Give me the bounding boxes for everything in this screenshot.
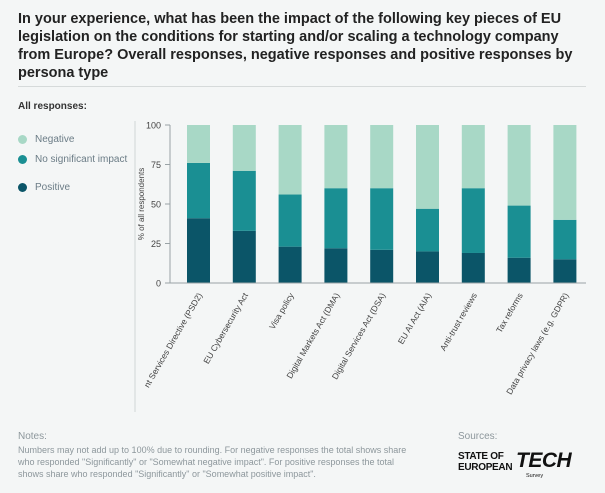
bar-positive-digital-markets-act-dma — [324, 248, 348, 283]
bar-no-significant-impact-nt-services-directive-psd2 — [187, 162, 210, 219]
bar-negative-nt-services-directive-psd2 — [187, 125, 210, 163]
y-axis-label: % of all respondents — [137, 168, 146, 241]
x-tick-label: Tax reforms — [494, 291, 525, 334]
bar-negative-data-privacy-laws-e-g-gdpr — [553, 125, 577, 220]
sources-title: Sources: — [458, 431, 498, 442]
logo-line1: STATE OF — [458, 451, 504, 462]
x-tick-label: Digital Services Act (DSA) — [330, 291, 388, 381]
y-tick-label: 75 — [151, 160, 161, 170]
legend-swatch-negative — [18, 135, 27, 144]
logo-tech: TECH — [516, 449, 572, 472]
logo-survey: Survey — [526, 473, 544, 479]
bar-no-significant-impact-eu-cybersecurity-act — [232, 170, 256, 231]
bar-no-significant-impact-digital-markets-act-dma — [324, 188, 348, 249]
x-tick-label: Digital Markets Act (DMA) — [284, 291, 341, 380]
bar-negative-digital-services-act-dsa — [370, 125, 394, 189]
y-tick-label: 50 — [151, 200, 161, 210]
notes-title: Notes: — [18, 431, 47, 442]
legend-label-positive: Positive — [35, 182, 71, 193]
bar-positive-anti-trust-reviews — [461, 252, 485, 283]
y-tick-label: 25 — [151, 239, 161, 249]
bar-positive-tax-reforms — [507, 257, 531, 283]
title-divider — [18, 86, 586, 87]
bar-positive-data-privacy-laws-e-g-gdpr — [553, 259, 577, 283]
section-label: All responses: — [18, 101, 87, 112]
chart-title: In your experience, what has been the im… — [18, 11, 573, 81]
bar-no-significant-impact-visa-policy — [278, 194, 302, 247]
legend-item-positive: Positive — [18, 182, 70, 194]
bar-negative-eu-ai-act-aia — [416, 125, 439, 209]
bar-no-significant-impact-anti-trust-reviews — [461, 188, 485, 253]
y-tick-label: 0 — [156, 279, 161, 289]
notes-text: Numbers may not add up to 100% due to ro… — [18, 445, 407, 479]
logo-line2: EUROPEAN — [458, 462, 513, 473]
legend-item-no-significant-impact: No significant impact — [18, 154, 127, 166]
bar-positive-eu-cybersecurity-act — [232, 230, 256, 283]
x-tick-label: Anti-trust reviews — [438, 291, 479, 352]
state-of-european-tech-logo: STATE OF EUROPEAN TECH Survey — [458, 449, 573, 482]
x-tick-label: nt Services Directive (PSD2) — [142, 291, 205, 389]
bar-no-significant-impact-eu-ai-act-aia — [416, 208, 439, 252]
bar-positive-eu-ai-act-aia — [416, 251, 439, 283]
bar-negative-visa-policy — [278, 125, 302, 195]
legend-label-no-significant-impact: No significant impact — [35, 154, 128, 165]
bar-positive-digital-services-act-dsa — [370, 249, 394, 283]
bar-negative-digital-markets-act-dma — [324, 125, 348, 189]
bar-no-significant-impact-digital-services-act-dsa — [370, 188, 394, 250]
x-tick-label: EU AI Act (AIA) — [396, 291, 434, 346]
legend-swatch-no-significant-impact — [18, 155, 27, 164]
bar-negative-anti-trust-reviews — [461, 125, 485, 189]
bar-positive-nt-services-directive-psd2 — [187, 218, 210, 283]
x-tick-label: Visa policy — [267, 290, 296, 331]
y-tick-label: 100 — [146, 121, 161, 131]
legend-swatch-positive — [18, 183, 27, 192]
legend-label-negative: Negative — [35, 134, 75, 145]
bar-no-significant-impact-tax-reforms — [507, 205, 531, 258]
legend-item-negative: Negative — [18, 134, 74, 146]
bar-negative-eu-cybersecurity-act — [232, 125, 256, 171]
x-tick-label: EU Cybersecurity Act — [201, 290, 250, 365]
bar-negative-tax-reforms — [507, 125, 531, 206]
stacked-bar-chart: 0 25 50 75 100 % of all respondents nt Service… — [134, 121, 586, 412]
bar-positive-visa-policy — [278, 246, 302, 283]
bar-no-significant-impact-data-privacy-laws-e-g-gdpr — [553, 219, 577, 260]
